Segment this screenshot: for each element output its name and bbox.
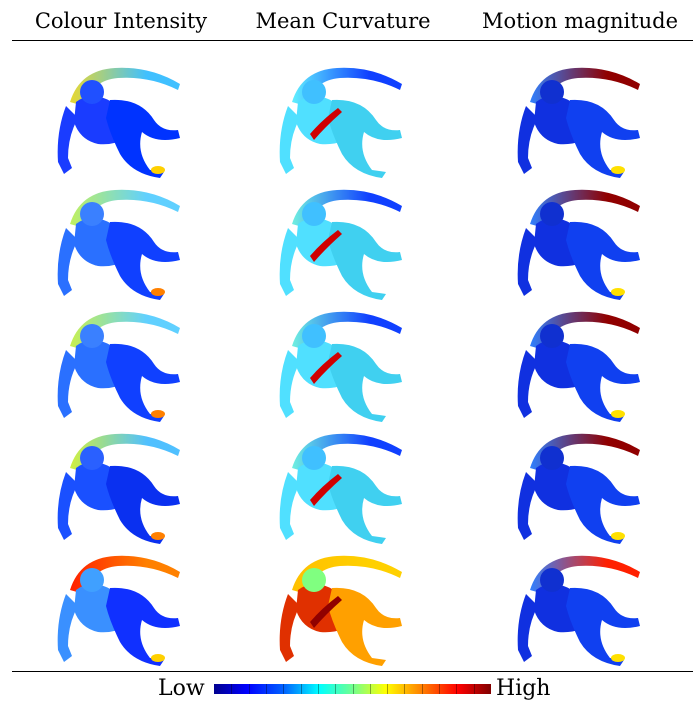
figure-mean-curvature-5 [272, 550, 412, 668]
figure-colour-intensity-4 [50, 428, 190, 546]
figure-motion-magnitude-5 [510, 550, 650, 668]
colorbar-legend: Low High [0, 672, 693, 702]
colorbar-tick [439, 684, 441, 694]
colorbar-tick [248, 684, 250, 694]
colorbar-tick [283, 684, 285, 694]
figure-motion-magnitude-1 [510, 62, 650, 180]
colorbar-tick [231, 684, 233, 694]
colorbar-tick [421, 684, 423, 694]
figure-mean-curvature-1 [272, 62, 412, 180]
figure-motion-magnitude-3 [510, 306, 650, 424]
figure-motion-magnitude-4 [510, 428, 650, 546]
colorbar-tick [473, 684, 475, 694]
colorbar-tick [352, 684, 354, 694]
colorbar-tick [404, 684, 406, 694]
legend-high-label: High [496, 676, 551, 701]
column-title-colour-intensity: Colour Intensity [34, 9, 208, 33]
top-rule [12, 40, 693, 42]
figure-mean-curvature-4 [272, 428, 412, 546]
figure-colour-intensity-2 [50, 184, 190, 302]
colorbar-tick [317, 684, 319, 694]
colorbar-tick [369, 684, 371, 694]
colorbar-tick [387, 684, 389, 694]
colorbar [214, 684, 491, 694]
figure-mean-curvature-2 [272, 184, 412, 302]
column-title-mean-curvature: Mean Curvature [255, 9, 431, 33]
colorbar-tick [265, 684, 267, 694]
bottom-rule [12, 671, 693, 673]
figure-motion-magnitude-2 [510, 184, 650, 302]
table-header: Colour Intensity Mean Curvature Motion m… [0, 0, 693, 40]
column-title-motion-magnitude: Motion magnitude [481, 9, 679, 33]
colorbar-tick [335, 684, 337, 694]
legend-low-label: Low [158, 676, 205, 701]
figure-mean-curvature-3 [272, 306, 412, 424]
figure-colour-intensity-1 [50, 62, 190, 180]
figure-colour-intensity-3 [50, 306, 190, 424]
colorbar-tick [300, 684, 302, 694]
figure-grid [0, 62, 693, 666]
figure-colour-intensity-5 [50, 550, 190, 668]
colorbar-tick [456, 684, 458, 694]
